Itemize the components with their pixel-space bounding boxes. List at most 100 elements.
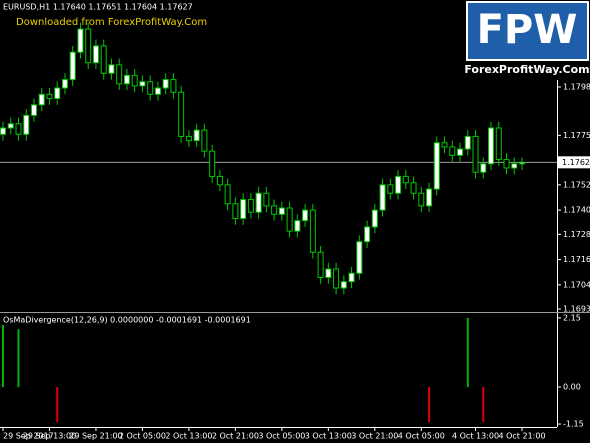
y-tick-label: 1.17285 bbox=[563, 230, 590, 239]
candle-body bbox=[418, 192, 425, 207]
logo-site: ForexProfitWay.Com bbox=[464, 63, 589, 76]
x-tick-label: 2 Oct 21:00 bbox=[212, 432, 259, 441]
candle-body bbox=[278, 207, 285, 215]
histogram-bar bbox=[2, 324, 4, 388]
candle-body bbox=[348, 272, 355, 283]
candle-body bbox=[387, 184, 394, 194]
candle-body bbox=[441, 142, 448, 148]
candle-body bbox=[139, 81, 146, 87]
y-tick-label: -1.15 bbox=[563, 420, 584, 429]
candle-body bbox=[402, 175, 409, 184]
candle-body bbox=[15, 123, 22, 135]
candle-body bbox=[255, 192, 262, 213]
candle-body bbox=[69, 51, 76, 81]
candle-body bbox=[116, 64, 123, 85]
y-tick-label: 2.15 bbox=[563, 313, 581, 322]
candle-body bbox=[232, 203, 239, 220]
logo-text: FPW bbox=[477, 7, 578, 53]
candle-body bbox=[209, 150, 216, 177]
candle-body bbox=[449, 146, 456, 156]
candle-body bbox=[286, 207, 293, 232]
candle-body bbox=[247, 199, 254, 213]
candle-body bbox=[472, 135, 479, 173]
candle-body bbox=[519, 161, 525, 165]
x-tick-label: 29 Sep 21:00 bbox=[69, 432, 122, 441]
candle-body bbox=[356, 241, 363, 274]
y-tick-label: 1.16930 bbox=[563, 305, 590, 314]
candle-body bbox=[503, 159, 510, 169]
candle-body bbox=[77, 28, 84, 53]
histogram-bar bbox=[428, 387, 431, 423]
candle-body bbox=[364, 226, 371, 243]
candle-body bbox=[433, 142, 440, 190]
candle-body bbox=[224, 184, 231, 205]
candle-body bbox=[426, 188, 433, 207]
candle-body bbox=[7, 123, 14, 129]
candle-body bbox=[464, 135, 471, 150]
annotation: Downloaded from ForexProfitWay.Com bbox=[16, 17, 207, 28]
candle-body bbox=[201, 129, 208, 152]
x-tick-label: 4 Oct 21:00 bbox=[498, 432, 545, 441]
candle-body bbox=[325, 268, 332, 278]
candle-body bbox=[162, 79, 169, 89]
candle-body bbox=[23, 114, 30, 135]
candle-body bbox=[379, 184, 386, 211]
candle-body bbox=[271, 205, 278, 215]
candle-body bbox=[480, 163, 487, 173]
y-tick-label: 1.17400 bbox=[563, 206, 590, 215]
candle-body bbox=[170, 79, 177, 93]
candle-body bbox=[92, 45, 99, 64]
x-tick-label: 4 Oct 13:00 bbox=[452, 432, 499, 441]
y-tick-label: 1.17045 bbox=[563, 280, 590, 289]
candle-body bbox=[30, 104, 37, 116]
candle-body bbox=[263, 192, 270, 207]
candle-body bbox=[395, 175, 402, 194]
chart-title: EURUSD,H1 1.17640 1.17651 1.17604 1.1762… bbox=[3, 3, 193, 12]
y-tick-label: 1.17165 bbox=[563, 255, 590, 264]
candle-body bbox=[216, 175, 223, 186]
y-tick-label: 0.00 bbox=[563, 383, 581, 392]
x-tick-label: 29 Sep 13:00 bbox=[23, 432, 76, 441]
candle-body bbox=[488, 127, 495, 165]
candle-body bbox=[317, 251, 324, 278]
candle-body bbox=[193, 129, 200, 142]
candle-body bbox=[240, 199, 247, 220]
candle-body bbox=[371, 209, 378, 228]
candle-body bbox=[294, 220, 301, 232]
candle-body bbox=[147, 81, 154, 95]
candle-body bbox=[38, 93, 45, 106]
candle-body bbox=[54, 87, 61, 100]
candle-body bbox=[100, 45, 107, 74]
x-tick-label: 3 Oct 05:00 bbox=[258, 432, 305, 441]
candle-body bbox=[185, 135, 192, 142]
candle-body bbox=[108, 64, 115, 74]
candle-body bbox=[340, 281, 347, 289]
x-tick-label: 3 Oct 13:00 bbox=[305, 432, 352, 441]
x-tick-label: 29 Sep 2017 bbox=[3, 432, 54, 441]
candle-body bbox=[333, 268, 340, 289]
x-tick-label: 4 Oct 05:00 bbox=[398, 432, 445, 441]
y-tick-label: 1.17520 bbox=[563, 180, 590, 189]
candle-body bbox=[410, 182, 417, 194]
histogram-bar bbox=[482, 387, 485, 423]
candle-body bbox=[511, 163, 518, 169]
candle-body bbox=[85, 28, 92, 64]
candle-body bbox=[46, 93, 53, 100]
x-tick-label: 3 Oct 21:00 bbox=[351, 432, 398, 441]
candle-body bbox=[178, 91, 185, 137]
histogram-bar bbox=[56, 387, 59, 423]
indicator-title: OsMaDivergence(12,26,9) 0.0000000 -0.000… bbox=[3, 316, 251, 325]
candle-body bbox=[154, 87, 161, 95]
x-tick-label: 2 Oct 13:00 bbox=[165, 432, 212, 441]
histogram-bar bbox=[17, 329, 20, 388]
last-price-box bbox=[558, 156, 590, 169]
candle-body bbox=[457, 148, 464, 156]
x-tick-label: 2 Oct 05:00 bbox=[119, 432, 166, 441]
logo-box bbox=[466, 1, 589, 61]
candle-body bbox=[309, 209, 316, 253]
y-tick-label: 1.17755 bbox=[563, 131, 590, 140]
candle-body bbox=[495, 127, 502, 161]
last-price-label: 1.17627 bbox=[562, 158, 590, 167]
candle-body bbox=[123, 74, 130, 85]
